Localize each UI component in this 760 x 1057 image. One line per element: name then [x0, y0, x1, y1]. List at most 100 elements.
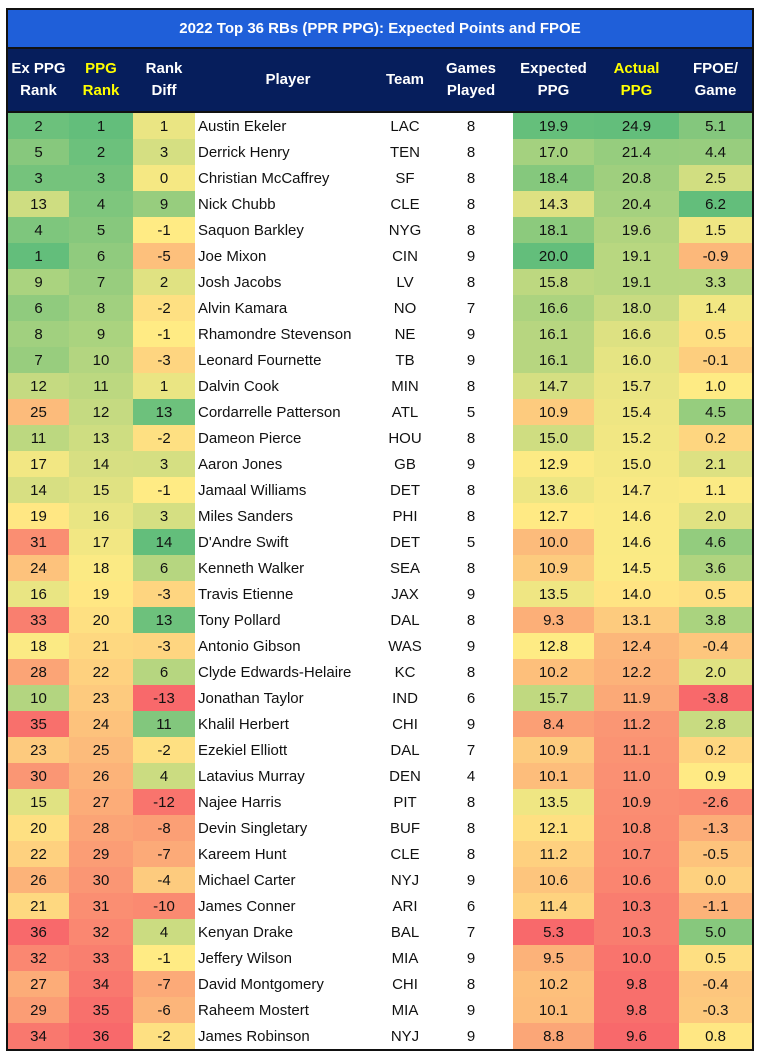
cell-exp-ppg: 16.1 — [513, 347, 594, 373]
table-row: 28 22 6 Clyde Edwards-Helaire KC 8 10.2 12.2 2.0 — [8, 659, 752, 685]
cell-player: Jonathan Taylor — [195, 685, 381, 711]
cell-team: DEN — [381, 763, 429, 789]
cell-team: TEN — [381, 139, 429, 165]
cell-player: D'Andre Swift — [195, 529, 381, 555]
cell-ex-rank: 9 — [8, 269, 69, 295]
cell-exp-ppg: 11.4 — [513, 893, 594, 919]
cell-player: Joe Mixon — [195, 243, 381, 269]
table-row: 12 11 1 Dalvin Cook MIN 8 14.7 15.7 1.0 — [8, 373, 752, 399]
cell-ex-rank: 23 — [8, 737, 69, 763]
column-header-act-ppg: Actual PPG — [594, 49, 679, 113]
cell-team: CLE — [381, 841, 429, 867]
cell-exp-ppg: 20.0 — [513, 243, 594, 269]
cell-ex-rank: 22 — [8, 841, 69, 867]
cell-ppg-rank: 4 — [69, 191, 133, 217]
cell-rank-diff: -3 — [133, 347, 195, 373]
cell-ex-rank: 33 — [8, 607, 69, 633]
cell-fpoe: 0.8 — [679, 1023, 752, 1049]
header-line-2: PPG — [620, 82, 653, 99]
rb-table: Ex PPG Rank PPG Rank Rank Diff Player Team Games… — [8, 49, 752, 1049]
cell-ex-rank: 2 — [8, 112, 69, 139]
cell-player: James Robinson — [195, 1023, 381, 1049]
cell-ex-rank: 6 — [8, 295, 69, 321]
cell-act-ppg: 10.9 — [594, 789, 679, 815]
cell-games: 4 — [429, 763, 513, 789]
cell-act-ppg: 14.5 — [594, 555, 679, 581]
cell-ex-rank: 29 — [8, 997, 69, 1023]
cell-ppg-rank: 30 — [69, 867, 133, 893]
column-header-player: Player — [195, 49, 381, 113]
cell-ex-rank: 8 — [8, 321, 69, 347]
cell-ppg-rank: 1 — [69, 112, 133, 139]
cell-games: 9 — [429, 243, 513, 269]
cell-ex-rank: 19 — [8, 503, 69, 529]
cell-games: 8 — [429, 607, 513, 633]
cell-ex-rank: 5 — [8, 139, 69, 165]
cell-act-ppg: 11.0 — [594, 763, 679, 789]
cell-act-ppg: 20.4 — [594, 191, 679, 217]
cell-player: Najee Harris — [195, 789, 381, 815]
cell-fpoe: -1.1 — [679, 893, 752, 919]
cell-games: 9 — [429, 1023, 513, 1049]
cell-team: LV — [381, 269, 429, 295]
cell-fpoe: 5.1 — [679, 112, 752, 139]
table-row: 23 25 -2 Ezekiel Elliott DAL 7 10.9 11.1 0.2 — [8, 737, 752, 763]
cell-player: Derrick Henry — [195, 139, 381, 165]
table-title: 2022 Top 36 RBs (PPR PPG): Expected Poin… — [8, 10, 752, 49]
cell-team: MIA — [381, 997, 429, 1023]
cell-ppg-rank: 27 — [69, 789, 133, 815]
cell-act-ppg: 21.4 — [594, 139, 679, 165]
cell-fpoe: 0.2 — [679, 737, 752, 763]
cell-act-ppg: 14.6 — [594, 503, 679, 529]
cell-rank-diff: 6 — [133, 555, 195, 581]
cell-ex-rank: 14 — [8, 477, 69, 503]
cell-exp-ppg: 10.0 — [513, 529, 594, 555]
cell-ex-rank: 16 — [8, 581, 69, 607]
table-row: 25 12 13 Cordarrelle Patterson ATL 5 10.9 15.4 4… — [8, 399, 752, 425]
cell-ppg-rank: 7 — [69, 269, 133, 295]
cell-act-ppg: 19.1 — [594, 243, 679, 269]
cell-fpoe: 0.5 — [679, 945, 752, 971]
cell-fpoe: -1.3 — [679, 815, 752, 841]
table-row: 5 2 3 Derrick Henry TEN 8 17.0 21.4 4.4 — [8, 139, 752, 165]
header-line-2: Rank — [82, 82, 120, 99]
cell-exp-ppg: 10.9 — [513, 399, 594, 425]
cell-fpoe: -3.8 — [679, 685, 752, 711]
cell-rank-diff: 1 — [133, 112, 195, 139]
cell-act-ppg: 10.3 — [594, 893, 679, 919]
cell-exp-ppg: 18.1 — [513, 217, 594, 243]
cell-fpoe: 0.5 — [679, 581, 752, 607]
header-line-2: PPG — [537, 82, 570, 99]
cell-player: Dameon Pierce — [195, 425, 381, 451]
cell-player: Leonard Fournette — [195, 347, 381, 373]
cell-fpoe: 1.5 — [679, 217, 752, 243]
cell-player: Clyde Edwards-Helaire — [195, 659, 381, 685]
cell-ppg-rank: 16 — [69, 503, 133, 529]
cell-ex-rank: 31 — [8, 529, 69, 555]
cell-games: 6 — [429, 685, 513, 711]
cell-ppg-rank: 17 — [69, 529, 133, 555]
cell-games: 8 — [429, 841, 513, 867]
header-line-1: Games — [445, 60, 497, 77]
cell-ppg-rank: 3 — [69, 165, 133, 191]
cell-ppg-rank: 35 — [69, 997, 133, 1023]
cell-player: Kenyan Drake — [195, 919, 381, 945]
cell-games: 9 — [429, 633, 513, 659]
table-row: 14 15 -1 Jamaal Williams DET 8 13.6 14.7 1.1 — [8, 477, 752, 503]
cell-act-ppg: 9.6 — [594, 1023, 679, 1049]
cell-rank-diff: -1 — [133, 217, 195, 243]
cell-act-ppg: 16.6 — [594, 321, 679, 347]
cell-exp-ppg: 14.7 — [513, 373, 594, 399]
cell-rank-diff: 3 — [133, 139, 195, 165]
cell-ex-rank: 11 — [8, 425, 69, 451]
cell-fpoe: 3.8 — [679, 607, 752, 633]
cell-ex-rank: 26 — [8, 867, 69, 893]
cell-exp-ppg: 17.0 — [513, 139, 594, 165]
cell-ppg-rank: 36 — [69, 1023, 133, 1049]
column-header-fpoe: FPOE/Game — [679, 49, 752, 113]
cell-ppg-rank: 5 — [69, 217, 133, 243]
cell-fpoe: 4.5 — [679, 399, 752, 425]
cell-rank-diff: 13 — [133, 399, 195, 425]
cell-act-ppg: 10.3 — [594, 919, 679, 945]
cell-exp-ppg: 11.2 — [513, 841, 594, 867]
